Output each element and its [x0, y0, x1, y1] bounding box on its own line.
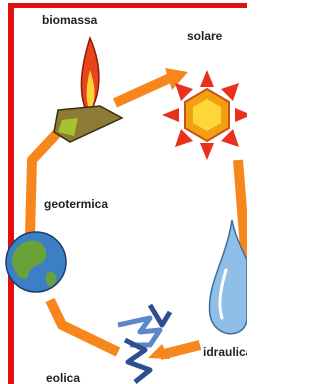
globe-icon: [6, 232, 66, 292]
node-label: eolica: [46, 371, 80, 384]
node-label: solare: [187, 29, 223, 43]
node-label: biomassa: [42, 13, 98, 27]
node-label: geotermica: [44, 197, 108, 211]
node-label: idraulica: [203, 345, 247, 359]
energy-cycle-diagram: biomassa solare geotermica idraulica eol…: [0, 0, 247, 384]
background: [0, 0, 247, 384]
frame-top: [8, 3, 247, 8]
frame-left: [8, 3, 14, 384]
